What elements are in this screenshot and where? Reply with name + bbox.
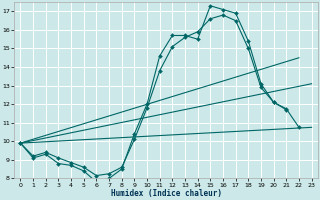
X-axis label: Humidex (Indice chaleur): Humidex (Indice chaleur) <box>110 189 221 198</box>
